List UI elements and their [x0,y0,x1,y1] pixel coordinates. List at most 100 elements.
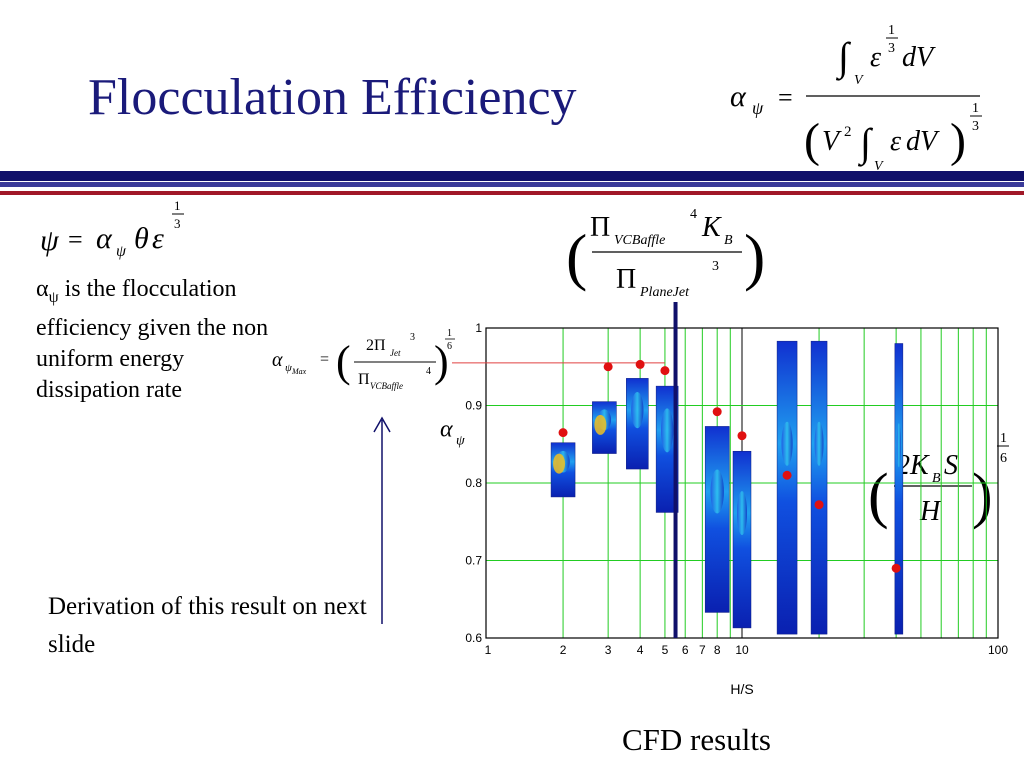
cfd-strip [776,340,798,635]
y-tick-label: 0.9 [465,399,482,413]
pi-paren-right: ) [744,221,765,292]
formula-eq: = [778,83,793,112]
psi-eq: = [68,225,83,254]
y-tick-label: 0.6 [465,631,482,645]
kbs-exp-den: 6 [1000,451,1007,466]
amax-num: 2Π [366,337,386,354]
amax-den-exp: 4 [426,366,431,377]
data-point [635,359,645,369]
amax-sub: ψ [285,362,292,374]
amax-paren-right: ) [434,337,449,386]
psi-definition-formula: ψ = α ψ θ ε 1 3 [40,198,184,260]
kbs-exp-num: 1 [1000,431,1007,446]
y-axis-label-sub: ψ [456,434,465,449]
cfd-hotspot [594,414,607,435]
x-tick-label: 6 [682,643,689,657]
amax-eq: = [320,351,329,368]
amax-exp-den: 6 [447,341,452,352]
cfd-caption: CFD results [622,722,771,757]
x-tick-label: 1 [485,643,492,657]
y-tick-label: 0.8 [465,476,482,490]
data-point [712,407,722,417]
integral-sign-2: ∫ [857,120,874,167]
pi-den-sub: PlaneJet [639,285,690,300]
exp-den-2: 3 [972,119,979,134]
kbs-num-sub: B [932,471,941,486]
integral-v-sub: V [854,73,864,88]
y-tick-label: 1 [475,321,482,335]
alpha-description-text: is the flocculation efficiency given the… [36,276,269,403]
amax-exp-num: 1 [447,328,452,339]
kbs-den: H [919,496,942,527]
band-red [0,191,1024,195]
cfd-strip-core [781,421,793,466]
psi-eps: ε [152,222,164,255]
psi-exp-den: 3 [174,216,181,231]
x-tick-label: 7 [699,643,706,657]
exp-num-1: 1 [888,23,895,38]
x-tick-label: 5 [662,643,669,657]
plot-frame [485,327,999,639]
data-point [814,500,824,510]
cfd-strip [732,450,752,629]
exp-num-2: 1 [972,101,979,116]
page-title: Flocculation Efficiency [88,69,577,126]
pi-ratio-formula: ( Π VCBaffle 4 K B Π PlaneJet 3 ) [566,207,765,300]
arrow-up-icon [373,416,391,624]
amax-paren-left: ( [336,337,351,386]
amax-num-sub: Jet [390,348,401,358]
dv-num: dV [902,42,936,73]
x-tick-label: 3 [605,643,612,657]
psi-glyph: ψ [48,288,59,306]
psi-exp-num: 1 [174,198,181,213]
x-tick-label: 2 [560,643,567,657]
efficiency-chart: 0.60.70.80.911 2 3 4 5 6 7 8 10 100 H/S α ψ [440,302,1008,697]
pi-num-exp: 4 [690,207,697,222]
cfd-images [550,340,904,635]
formula-psi-sub: ψ [752,98,764,118]
band-mid [0,182,1024,187]
cfd-strip [894,343,904,635]
data-point [891,563,901,573]
cfd-strip-core [736,491,748,536]
eps-num: ε [870,42,881,73]
psi-alpha: α [96,222,113,255]
pi-den: Π [616,264,636,295]
pi-den-exp: 3 [712,259,719,274]
kbs-num-s: S [944,450,958,481]
v-den: V [822,126,842,157]
band-dark [0,171,1024,181]
data-point [558,428,568,438]
paren-left: ( [804,114,820,167]
x-tick-label: 8 [714,643,721,657]
pi-kb: K [701,212,722,243]
dv-den: dV [906,126,940,157]
paren-right: ) [950,114,966,167]
derivation-note: Derivation of this result on next slide [48,593,367,658]
alpha-description: αψ is the flocculation efficiency given … [36,274,276,406]
pi-num: Π [590,212,610,243]
data-point [603,362,613,372]
cfd-strip-core [660,408,674,453]
x-tick-label: 10 [735,643,749,657]
cfd-strip-core [896,423,902,468]
amax-den-sub: VCBaffle [370,381,403,391]
v-exp: 2 [844,124,852,140]
cfd-strip-core [814,421,824,466]
y-axis-label: α [440,417,453,443]
pi-paren-left: ( [566,221,587,292]
chart-points [558,359,901,573]
amax-alpha: α [272,349,283,371]
amax-subsub: Max [291,367,307,376]
amax-den: Π [358,371,370,388]
cfd-hotspot [553,453,566,474]
psi-lhs: ψ [40,224,60,257]
x-tick-label: 100 [988,643,1008,657]
integral-sign-1: ∫ [835,34,852,81]
alpha-psi-formula: α ψ = ∫ V ε 1 3 dV ( V 2 ∫ V ε dV ) 1 3 [730,23,982,174]
kbs-paren-left: ( [868,462,889,530]
psi-alpha-sub: ψ [116,243,127,260]
chart-axes: 0.60.70.80.911 2 3 4 5 6 7 8 10 100 [452,302,1008,657]
cfd-strip [810,340,828,635]
y-tick-label: 0.7 [465,554,482,568]
